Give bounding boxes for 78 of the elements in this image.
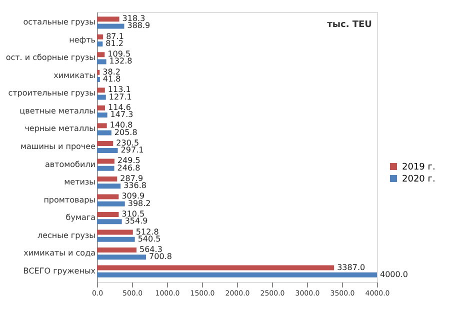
y-tick-label: черные металлы [24, 124, 96, 134]
data-label: 700.8 [149, 252, 172, 262]
bar [97, 212, 119, 217]
data-label: 81.2 [106, 38, 124, 48]
data-label: 109.5 [108, 50, 131, 59]
bar [97, 176, 118, 182]
bar [97, 148, 118, 154]
y-tick-label: химикаты [54, 70, 96, 80]
data-label: 398.2 [128, 198, 151, 208]
data-label: 140.8 [110, 120, 133, 130]
data-label: 132.8 [109, 56, 132, 66]
data-label: 246.8 [117, 163, 140, 172]
bar [97, 34, 104, 40]
data-label: 113.1 [108, 85, 131, 94]
data-label: 388.9 [127, 21, 150, 30]
bar [97, 254, 146, 260]
y-tick-label: химикаты и сода [24, 248, 96, 258]
bar [97, 265, 334, 270]
data-label: 230.5 [116, 138, 140, 148]
data-label: 38.2 [102, 67, 120, 76]
data-label: 336.8 [124, 181, 146, 190]
bar [97, 230, 133, 235]
y-tick-label: машины и прочее [20, 142, 96, 151]
y-tick-label: ост. и сборные грузы [6, 53, 96, 62]
bar [97, 140, 114, 146]
annotation: тыс. TEU [327, 20, 372, 30]
bar [97, 52, 105, 58]
bar [97, 272, 377, 278]
bar [97, 77, 100, 82]
bar [97, 201, 125, 206]
bar [97, 41, 103, 46]
bar [97, 112, 108, 118]
data-label: 309.9 [122, 192, 145, 201]
bar [97, 105, 106, 110]
data-label: 249.5 [117, 156, 140, 166]
data-label: 4000.0 [380, 270, 408, 279]
bar [97, 16, 120, 22]
bar [97, 94, 106, 100]
data-label: 3387.0 [337, 262, 366, 272]
y-tick-label: промтовары [44, 195, 96, 204]
data-label: 310.5 [122, 210, 145, 218]
y-tick-label: ВСЕГО груженых [23, 266, 96, 276]
data-label: 127.1 [108, 92, 132, 102]
data-label: 114.6 [108, 102, 131, 112]
data-label: 87.1 [106, 32, 124, 41]
bar [97, 248, 136, 253]
data-label: 564.3 [140, 245, 162, 254]
bar [97, 158, 114, 164]
data-label: 205.8 [114, 128, 138, 137]
legend-label: 2020 г. [402, 174, 436, 184]
y-tick-label: метизы [64, 178, 96, 187]
data-label: 540.5 [138, 234, 161, 244]
y-tick-label: строительные грузы [8, 88, 96, 98]
y-tick-label: остальные грузы [23, 18, 96, 27]
bar [97, 166, 114, 171]
data-label: 354.9 [124, 216, 148, 226]
bar [97, 123, 107, 128]
bar [97, 130, 112, 136]
bar [97, 219, 122, 224]
bar [97, 24, 124, 29]
y-tick-label: нефть [69, 35, 96, 44]
bar [97, 194, 119, 200]
data-label: 297.1 [120, 146, 144, 155]
bar [97, 88, 105, 93]
y-tick-label: лесные грузы [37, 230, 96, 240]
y-tick-label: автомобили [44, 160, 96, 169]
bar [97, 236, 135, 242]
legend-label: 2019 г. [402, 162, 436, 172]
data-label: 287.9 [120, 174, 144, 183]
data-label: 318.3 [122, 14, 146, 24]
y-tick-label: цветные металлы [20, 106, 96, 116]
data-label: 41.8 [102, 74, 121, 84]
bar [97, 70, 100, 75]
data-label: 147.3 [110, 110, 134, 120]
bar [97, 184, 121, 189]
y-tick-label: бумага [66, 213, 96, 222]
bar [97, 59, 106, 64]
data-label: 512.8 [136, 227, 159, 236]
